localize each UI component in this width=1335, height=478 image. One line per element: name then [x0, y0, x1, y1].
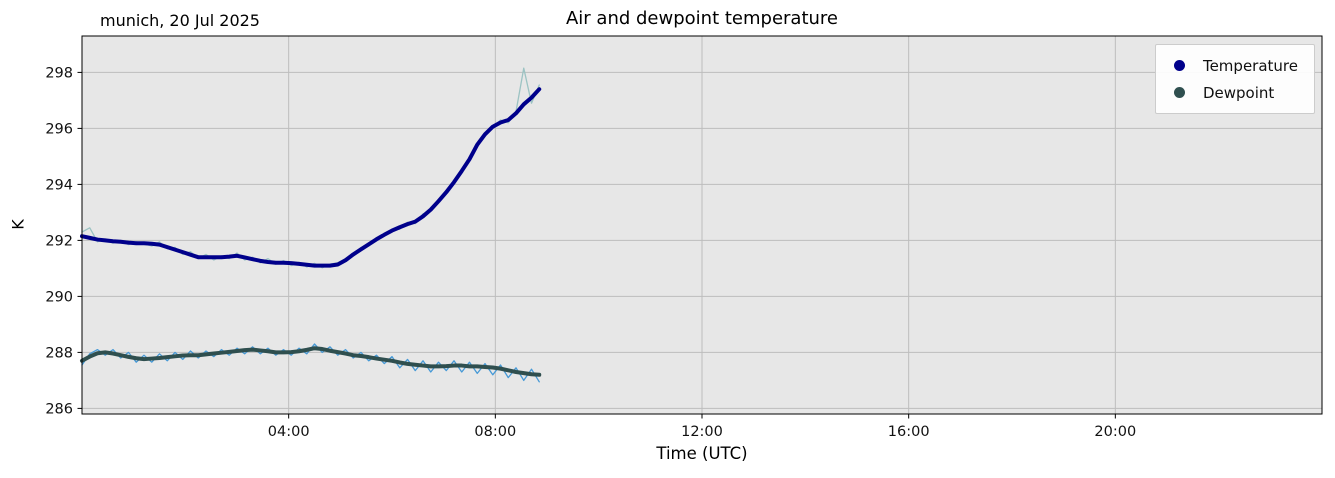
y-tick-label: 298	[45, 65, 73, 81]
y-tick-label: 288	[45, 345, 73, 361]
x-tick-label: 08:00	[474, 424, 516, 440]
dewpoint-smoothed-line	[80, 346, 542, 377]
y-axis-label: K	[8, 219, 28, 230]
x-tick-label: 20:00	[1094, 424, 1136, 440]
y-tick-label: 286	[45, 401, 73, 417]
x-tick-label: 12:00	[681, 424, 723, 440]
temperature-smoothed-line	[80, 87, 542, 268]
x-axis-label: Time (UTC)	[656, 444, 748, 463]
legend-entry-temperature: Temperature	[1168, 52, 1298, 79]
legend: Temperature Dewpoint	[1154, 44, 1315, 114]
legend-entry-dewpoint: Dewpoint	[1168, 79, 1298, 106]
x-tick-label: 04:00	[268, 424, 310, 440]
y-tick-label: 290	[45, 289, 73, 305]
x-tick-label: 16:00	[888, 424, 930, 440]
dewpoint-marker-icon	[1173, 87, 1185, 98]
legend-label-temperature: Temperature	[1202, 56, 1298, 75]
location-date-label: munich, 20 Jul 2025	[100, 11, 260, 30]
legend-label-dewpoint: Dewpoint	[1202, 83, 1275, 102]
y-tick-label: 296	[45, 121, 73, 137]
y-tick-label: 292	[45, 233, 73, 249]
temperature-marker-icon	[1173, 60, 1185, 71]
y-tick-label: 294	[45, 177, 73, 193]
chart-title: Air and dewpoint temperature	[565, 8, 838, 29]
